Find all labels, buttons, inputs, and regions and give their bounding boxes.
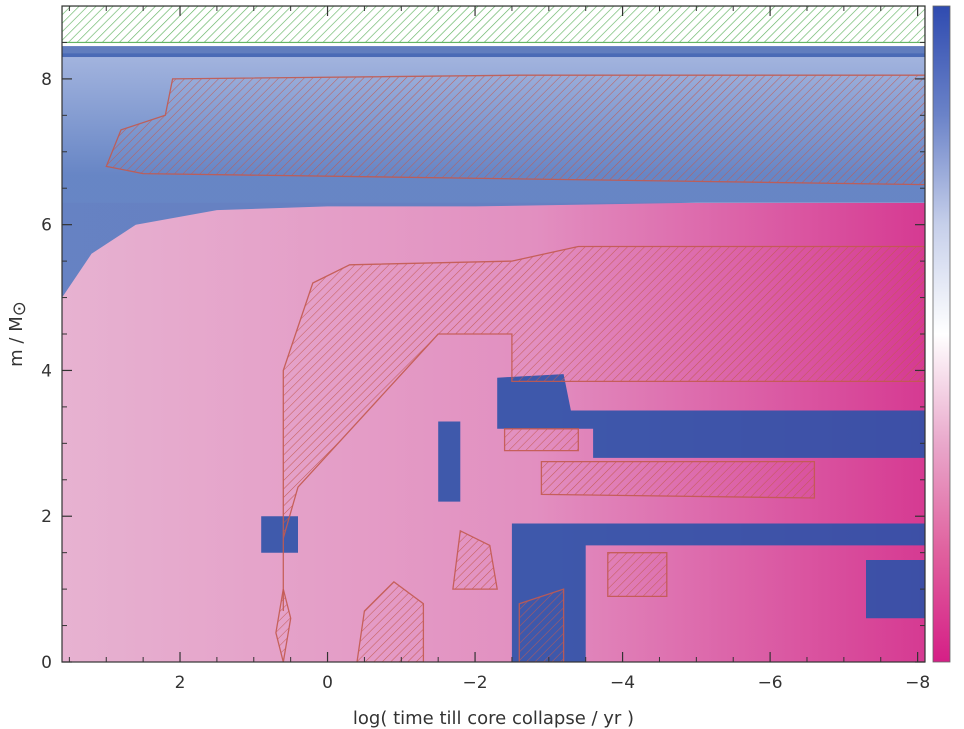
small-convective-zone bbox=[607, 552, 668, 598]
blue-core-patch bbox=[438, 421, 461, 502]
y-tick-label: 2 bbox=[41, 507, 52, 527]
carbon-convective-zone bbox=[540, 460, 816, 499]
x-tick-label: −4 bbox=[610, 673, 635, 693]
y-tick-label: 6 bbox=[41, 216, 52, 236]
small-convective-zone bbox=[503, 428, 579, 452]
y-axis-title-symbol: ⊙ bbox=[9, 301, 30, 316]
x-tick-label: 2 bbox=[175, 673, 186, 693]
surface-stripe bbox=[62, 46, 925, 58]
x-tick-label: 0 bbox=[322, 673, 333, 693]
small-convective-zone bbox=[452, 529, 498, 590]
y-axis-title: m / M⊙ bbox=[6, 301, 30, 367]
x-tick-label: −6 bbox=[758, 673, 783, 693]
x-axis-title: log( time till core collapse / yr ) bbox=[353, 708, 634, 729]
blue-core-patch bbox=[866, 560, 925, 619]
y-tick-label: 4 bbox=[41, 361, 52, 381]
y-axis-title-main: m / M bbox=[6, 316, 27, 367]
envelope-convective-zone bbox=[105, 74, 925, 186]
x-tick-label: −8 bbox=[905, 673, 930, 693]
y-tick-label: 0 bbox=[41, 653, 52, 673]
colorbar bbox=[932, 5, 951, 663]
x-tick-label: −2 bbox=[463, 673, 488, 693]
plot-area bbox=[62, 6, 925, 662]
colorbar-strip bbox=[932, 5, 951, 663]
top-convective-zone bbox=[62, 6, 925, 44]
y-tick-label: 8 bbox=[41, 70, 52, 90]
core-helium-convective-zone bbox=[282, 245, 925, 611]
axis-ticks: 2 0 −2 −4 −6 −8 0 2 4 6 8 bbox=[41, 6, 930, 693]
small-convective-zone bbox=[518, 588, 565, 662]
small-convective-zone bbox=[275, 588, 292, 662]
blue-core-patch bbox=[261, 516, 298, 553]
small-convective-zone bbox=[356, 580, 425, 662]
blue-core-patch bbox=[497, 374, 925, 458]
